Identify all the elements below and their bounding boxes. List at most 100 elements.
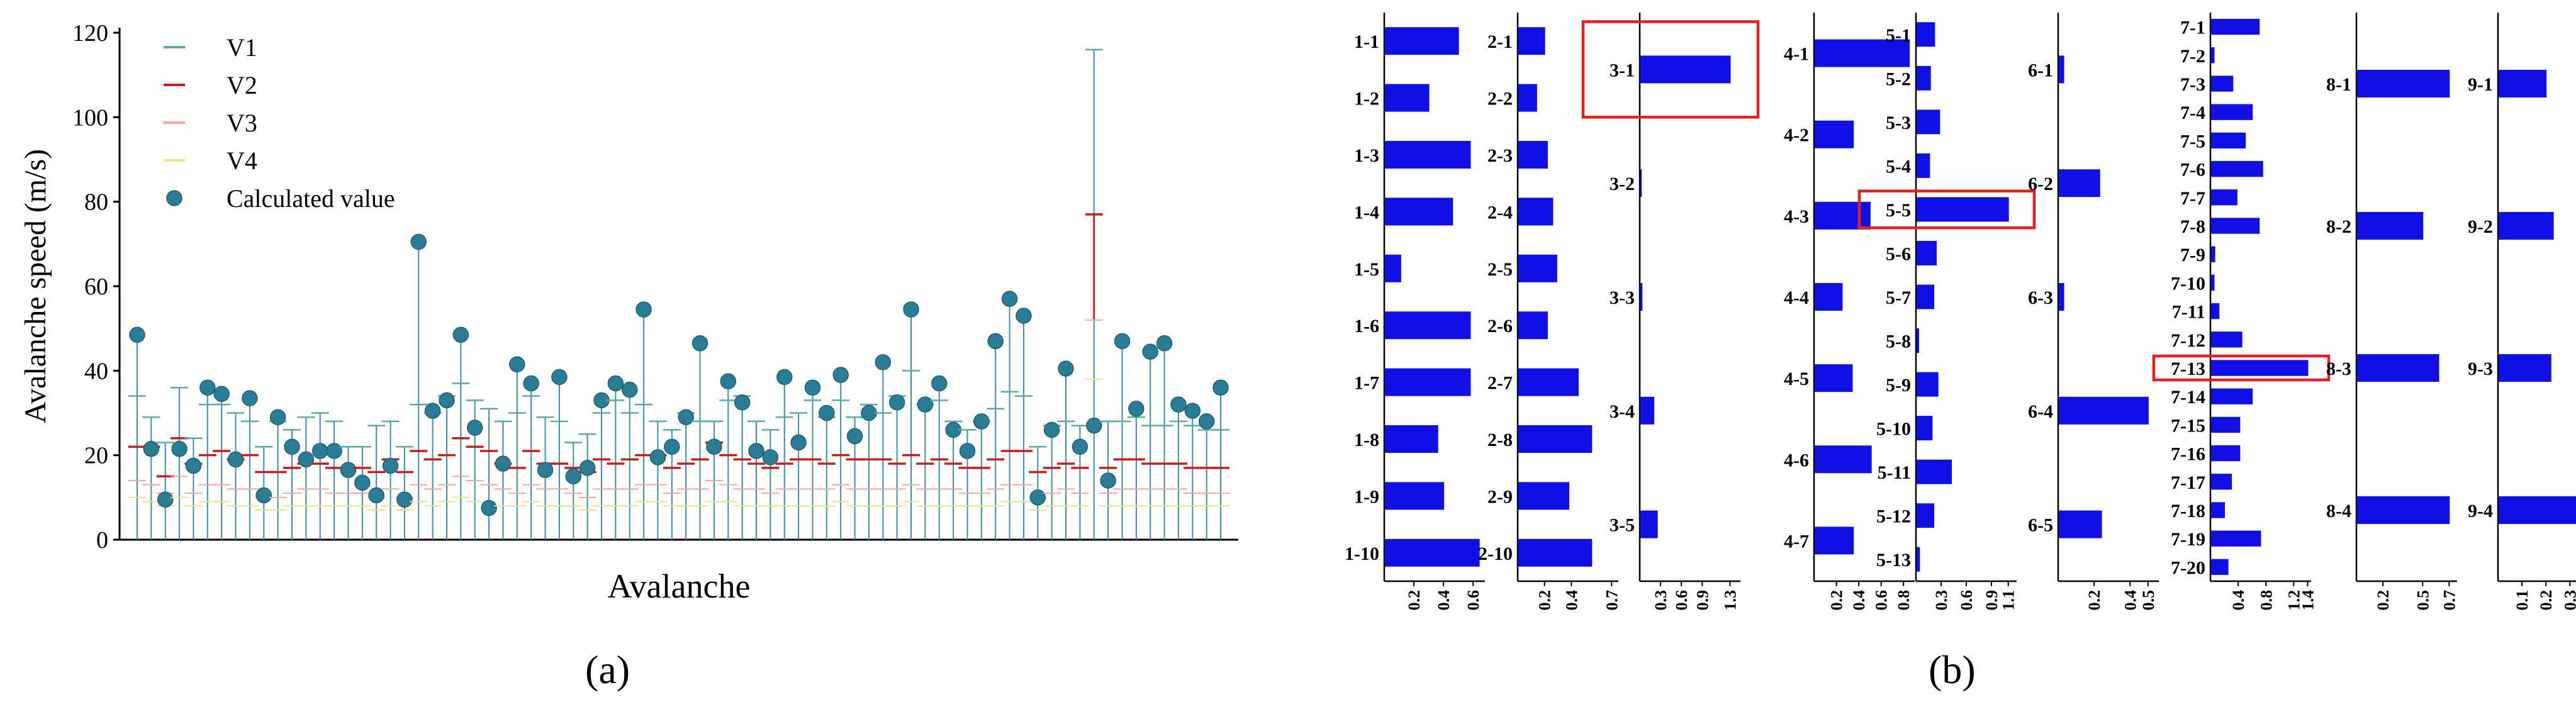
- bar: [2211, 559, 2229, 576]
- tick-label: 0.2: [2085, 590, 2103, 611]
- calculated-value-point: [804, 379, 821, 396]
- calculated-value-point: [1142, 343, 1158, 360]
- category-label: 2-6: [1487, 316, 1513, 337]
- tick-label: 0.2: [1405, 590, 1423, 611]
- calculated-value-point: [1085, 417, 1102, 434]
- calculated-value-point: [1128, 401, 1145, 417]
- bar: [2211, 502, 2226, 518]
- category-label: 5-6: [1886, 243, 1911, 264]
- category-label: 4-6: [1784, 450, 1809, 470]
- category-label: 7-5: [2180, 131, 2205, 152]
- tick-label: 0.2: [1828, 590, 1846, 611]
- calculated-value-point: [692, 335, 708, 352]
- bar: [2211, 132, 2246, 149]
- bar: [2211, 18, 2260, 35]
- tick-label: 0.3: [2561, 590, 2576, 611]
- tick-label: 0.7: [1603, 590, 1621, 611]
- tick-label: 0.7: [2440, 590, 2458, 611]
- calculated-value-point: [888, 394, 905, 411]
- category-label: 2-9: [1487, 486, 1513, 507]
- bar: [2211, 445, 2241, 462]
- calculated-value-point: [424, 403, 441, 419]
- calculated-value-point: [1016, 308, 1032, 324]
- category-label: 5-7: [1886, 287, 1911, 308]
- bar: [1640, 55, 1731, 84]
- category-label: 6-1: [2028, 60, 2053, 81]
- calculated-value-point: [213, 386, 230, 403]
- category-label: 3-3: [1610, 287, 1635, 308]
- category-label: 7-12: [2171, 330, 2205, 351]
- category-label: 7-9: [2180, 245, 2205, 265]
- category-label: 7-18: [2171, 501, 2205, 521]
- bar: [1917, 65, 1931, 91]
- bar: [2211, 388, 2253, 404]
- calculated-value-point: [1170, 396, 1187, 413]
- calculated-value-point: [959, 443, 976, 459]
- bar: [1385, 425, 1438, 453]
- bar: [2211, 104, 2253, 120]
- calculated-value-point: [227, 451, 244, 468]
- bar: [1815, 364, 1853, 392]
- calculated-value-point: [819, 404, 835, 421]
- calculated-value-point: [269, 409, 286, 425]
- calculated-value-point: [129, 326, 145, 343]
- category-label: 5-8: [1886, 331, 1911, 352]
- bar: [2211, 47, 2215, 64]
- highlight-box: [1857, 189, 2036, 230]
- category-label: 7-6: [2180, 160, 2205, 181]
- bar: [2357, 70, 2450, 97]
- bar: [2211, 160, 2263, 177]
- category-label: 1-6: [1354, 316, 1379, 337]
- category-label: 1-9: [1354, 486, 1379, 507]
- category-label: 1-8: [1354, 430, 1379, 450]
- bar: [1518, 84, 1537, 112]
- calculated-value-point: [931, 375, 948, 392]
- bar: [1640, 510, 1658, 538]
- legend-label: Calculated value: [227, 184, 395, 213]
- tick-label: 1.1: [2000, 590, 2018, 611]
- calculated-value-point: [382, 457, 399, 474]
- bar: [1640, 396, 1655, 425]
- y-axis-label: Avalanche speed (m/s): [19, 149, 52, 423]
- category-label: 3-5: [1610, 515, 1635, 536]
- bar: [1917, 22, 1935, 47]
- category-label: 6-4: [2028, 401, 2053, 422]
- x-axis-label: Avalanche: [608, 567, 751, 605]
- y-tick-label: 120: [72, 20, 108, 47]
- calculated-value-point: [1001, 291, 1018, 307]
- category-label: 7-16: [2171, 444, 2205, 465]
- bar: [1815, 283, 1843, 311]
- calculated-value-point: [720, 373, 737, 389]
- category-label: 7-17: [2171, 472, 2205, 493]
- category-label: 7-3: [2180, 74, 2205, 95]
- category-label: 2-1: [1487, 31, 1513, 52]
- y-tick-label: 100: [72, 104, 108, 131]
- calculated-value-point: [706, 438, 722, 455]
- bar: [2211, 474, 2232, 490]
- category-label: 4-7: [1784, 531, 1809, 552]
- bar: [1518, 482, 1570, 510]
- calculated-value-point: [185, 457, 202, 474]
- bar: [1917, 459, 1952, 484]
- category-label: 8-3: [2326, 359, 2351, 379]
- category-label: 1-5: [1354, 259, 1379, 280]
- category-label: 5-4: [1886, 156, 1911, 177]
- bar: [1385, 482, 1445, 510]
- category-label: 2-3: [1487, 145, 1513, 166]
- calculated-value-point: [734, 394, 751, 411]
- calculated-value-point: [481, 499, 497, 516]
- category-label: 4-5: [1784, 369, 1809, 389]
- calculated-value-point: [466, 420, 483, 436]
- calculated-value-point: [973, 413, 990, 430]
- category-label: 4-3: [1784, 206, 1809, 227]
- calculated-value-point: [664, 438, 680, 455]
- calculated-value-point: [987, 333, 1004, 350]
- calculated-value-point: [340, 462, 357, 478]
- tick-label: 0.8: [2257, 590, 2275, 611]
- calculated-value-point: [776, 369, 793, 386]
- category-label: 2-7: [1487, 373, 1513, 394]
- category-label: 1-2: [1354, 89, 1379, 109]
- calculated-value-point: [284, 438, 300, 455]
- bar: [1640, 283, 1643, 311]
